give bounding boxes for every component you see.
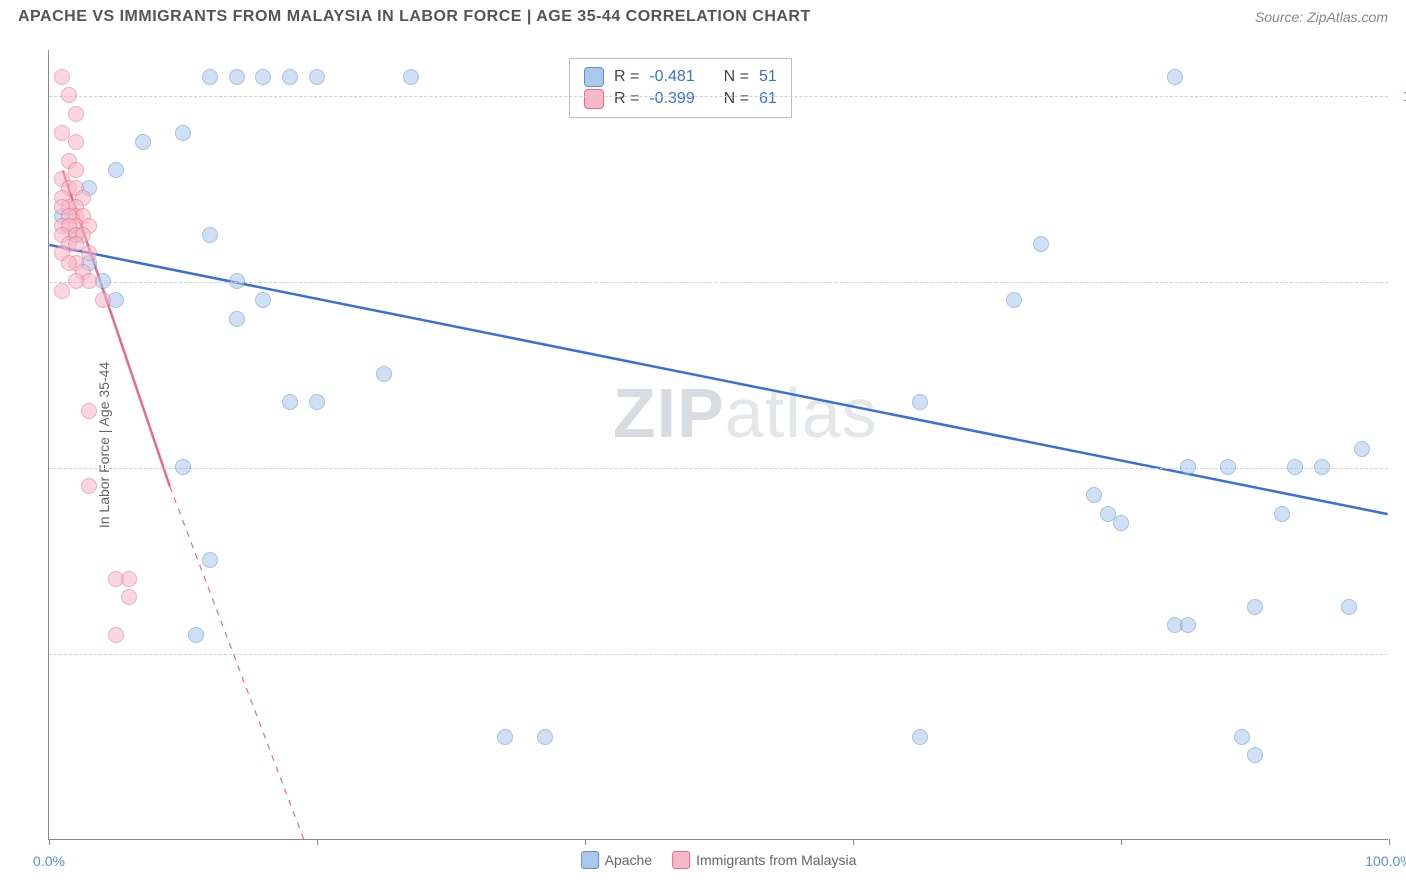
scatter-point — [1113, 515, 1129, 531]
scatter-point — [1247, 747, 1263, 763]
scatter-point — [175, 459, 191, 475]
scatter-point — [229, 69, 245, 85]
source-label: Source: ZipAtlas.com — [1255, 9, 1388, 25]
legend-label-malaysia: Immigrants from Malaysia — [696, 852, 856, 868]
y-tick-label: 80.0% — [1395, 274, 1406, 290]
stats-n-label-0: N = — [724, 68, 749, 86]
stats-swatch-apache — [584, 67, 604, 87]
scatter-point — [1341, 599, 1357, 615]
scatter-point — [309, 394, 325, 410]
x-tick — [585, 839, 586, 845]
gridline — [49, 654, 1388, 655]
scatter-point — [376, 366, 392, 382]
scatter-point — [54, 69, 70, 85]
scatter-point — [108, 162, 124, 178]
scatter-point — [95, 292, 111, 308]
legend-label-apache: Apache — [605, 852, 652, 868]
legend-item-malaysia: Immigrants from Malaysia — [672, 851, 856, 869]
watermark-bold: ZIP — [613, 374, 725, 452]
legend-swatch-malaysia — [672, 851, 690, 869]
scatter-point — [912, 394, 928, 410]
gridline — [49, 282, 1388, 283]
scatter-point — [912, 729, 928, 745]
scatter-point — [202, 552, 218, 568]
chart-plot-area: In Labor Force | Age 35-44 ZIPatlas R = … — [48, 50, 1388, 840]
watermark: ZIPatlas — [613, 373, 878, 453]
stats-swatch-malaysia — [584, 89, 604, 109]
scatter-point — [537, 729, 553, 745]
x-tick-label: 100.0% — [1365, 853, 1406, 869]
scatter-point — [282, 394, 298, 410]
stats-n-val-0: 51 — [759, 68, 777, 86]
gridline — [49, 96, 1388, 97]
watermark-light: atlas — [725, 374, 878, 452]
scatter-point — [68, 134, 84, 150]
scatter-point — [403, 69, 419, 85]
scatter-point — [188, 627, 204, 643]
scatter-point — [135, 134, 151, 150]
scatter-point — [1234, 729, 1250, 745]
y-tick-label: 40.0% — [1395, 646, 1406, 662]
scatter-point — [81, 478, 97, 494]
scatter-point — [202, 69, 218, 85]
x-tick — [853, 839, 854, 845]
scatter-point — [1287, 459, 1303, 475]
scatter-point — [497, 729, 513, 745]
scatter-point — [81, 403, 97, 419]
stats-n-val-1: 61 — [759, 90, 777, 108]
stats-n-label-1: N = — [724, 90, 749, 108]
x-tick — [317, 839, 318, 845]
scatter-point — [1180, 617, 1196, 633]
scatter-point — [282, 69, 298, 85]
correlation-stats-box: R = -0.481 N = 51 R = -0.399 N = 61 — [569, 58, 792, 118]
stats-row-malaysia: R = -0.399 N = 61 — [584, 89, 777, 109]
scatter-point — [202, 227, 218, 243]
y-tick-label: 100.0% — [1395, 88, 1406, 104]
stats-r-val-0: -0.481 — [649, 68, 694, 86]
scatter-point — [1180, 459, 1196, 475]
scatter-point — [229, 273, 245, 289]
chart-header: APACHE VS IMMIGRANTS FROM MALAYSIA IN LA… — [0, 0, 1406, 30]
scatter-point — [255, 292, 271, 308]
x-tick-label: 0.0% — [33, 853, 65, 869]
scatter-point — [1006, 292, 1022, 308]
scatter-point — [61, 87, 77, 103]
scatter-point — [1354, 441, 1370, 457]
scatter-point — [1086, 487, 1102, 503]
y-axis-title: In Labor Force | Age 35-44 — [96, 361, 112, 527]
stats-r-label-0: R = — [614, 68, 639, 86]
stats-r-val-1: -0.399 — [649, 90, 694, 108]
scatter-point — [309, 69, 325, 85]
x-tick — [49, 839, 50, 845]
scatter-point — [68, 273, 84, 289]
scatter-point — [1274, 506, 1290, 522]
stats-row-apache: R = -0.481 N = 51 — [584, 67, 777, 87]
scatter-point — [81, 245, 97, 261]
scatter-point — [175, 125, 191, 141]
x-tick — [1121, 839, 1122, 845]
scatter-point — [121, 571, 137, 587]
scatter-point — [229, 311, 245, 327]
scatter-point — [54, 283, 70, 299]
scatter-point — [68, 106, 84, 122]
y-tick-label: 60.0% — [1395, 460, 1406, 476]
scatter-point — [121, 589, 137, 605]
chart-title: APACHE VS IMMIGRANTS FROM MALAYSIA IN LA… — [18, 8, 811, 26]
scatter-point — [1220, 459, 1236, 475]
scatter-point — [1033, 236, 1049, 252]
scatter-point — [108, 627, 124, 643]
scatter-point — [255, 69, 271, 85]
x-tick — [1389, 839, 1390, 845]
scatter-point — [1167, 69, 1183, 85]
scatter-point — [68, 162, 84, 178]
legend-item-apache: Apache — [581, 851, 652, 869]
scatter-point — [1247, 599, 1263, 615]
legend-bottom: Apache Immigrants from Malaysia — [581, 851, 857, 869]
legend-swatch-apache — [581, 851, 599, 869]
scatter-point — [1314, 459, 1330, 475]
stats-r-label-1: R = — [614, 90, 639, 108]
trendlines-layer — [49, 50, 1388, 839]
